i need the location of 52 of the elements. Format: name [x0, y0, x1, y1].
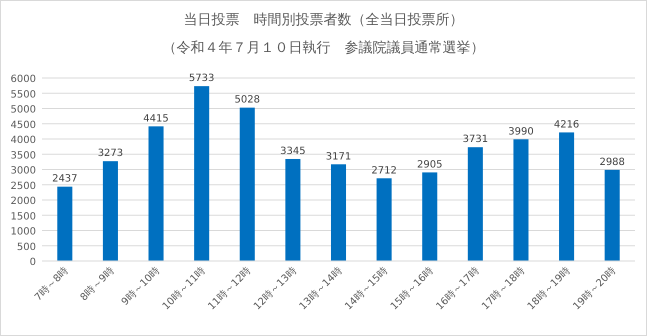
- data-label: 4415: [143, 113, 169, 124]
- data-label: 2988: [599, 156, 625, 168]
- x-tick-label: 11時～12時: [206, 264, 254, 312]
- bar: [194, 86, 210, 261]
- bar: [102, 161, 118, 261]
- y-tick-label: 5500: [10, 89, 36, 100]
- x-tick-label: 10時～11時: [160, 264, 208, 312]
- x-tick-label: 16時～17時: [434, 264, 482, 312]
- y-tick-label: 1000: [10, 226, 36, 238]
- bar: [148, 126, 164, 261]
- data-label: 2712: [371, 165, 397, 176]
- y-tick-label: 3000: [10, 166, 36, 176]
- y-tick-label: 500: [16, 242, 36, 253]
- bar: [376, 178, 392, 261]
- data-label: 3171: [326, 151, 352, 162]
- x-tick-label: 13時～14時: [296, 264, 345, 312]
- data-label: 4216: [554, 119, 580, 130]
- bar: [604, 170, 620, 261]
- data-label: 3345: [280, 146, 306, 157]
- x-tick-label: 14時～15時: [342, 264, 390, 312]
- y-tick-label: 2500: [10, 180, 36, 192]
- bar: [330, 164, 346, 261]
- chart-subtitle: （令和４年７月１０日執行 参議院議員通常選挙）: [162, 40, 484, 56]
- y-tick-label: 2000: [10, 196, 36, 207]
- data-label: 5028: [234, 94, 260, 106]
- data-label: 2905: [417, 159, 442, 170]
- bar: [468, 147, 483, 261]
- bar: [559, 132, 574, 261]
- y-tick-label: 3500: [10, 150, 36, 162]
- x-tick-label: 15時～16時: [388, 264, 436, 312]
- x-tick-label: 9時～10時: [118, 264, 162, 308]
- data-label: 2437: [52, 174, 78, 185]
- bar: [57, 186, 72, 261]
- x-tick-label: 17時～18時: [479, 264, 528, 312]
- data-label: 5733: [188, 73, 214, 84]
- data-label: 3731: [462, 134, 488, 146]
- x-tick-label: 18時～19時: [525, 264, 573, 312]
- data-label: 3273: [98, 148, 124, 160]
- x-tick-label: 8時～9時: [78, 264, 117, 304]
- bar: [285, 158, 300, 261]
- bar: [513, 139, 528, 261]
- x-tick-label: 19時～20時: [570, 264, 618, 312]
- bar: [422, 172, 438, 261]
- y-tick-label: 5000: [10, 104, 36, 116]
- y-tick-label: 4500: [10, 120, 36, 131]
- chart-title: 当日投票 時間別投票者数（全当日投票所）: [184, 12, 464, 28]
- data-label: 3990: [508, 126, 534, 138]
- y-tick-label: 1500: [10, 211, 36, 222]
- x-tick-label: 12時～13時: [251, 264, 300, 312]
- bar: [240, 108, 255, 261]
- y-tick-label: 4000: [10, 135, 36, 146]
- y-tick-label: 6000: [10, 74, 36, 85]
